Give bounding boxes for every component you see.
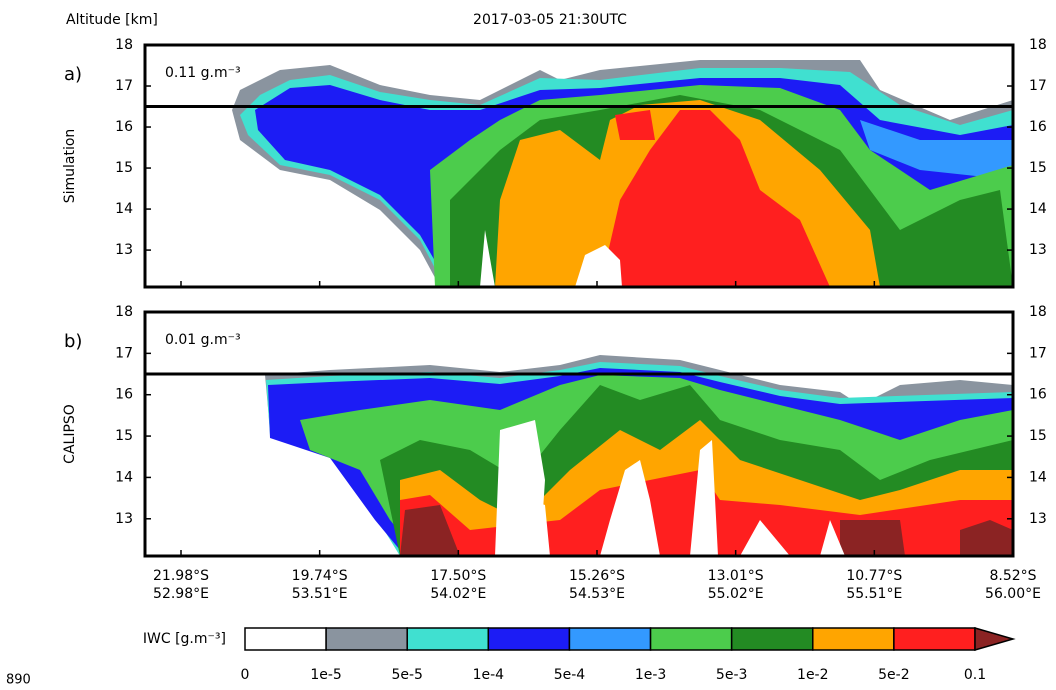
colorbar-swatch [568, 627, 652, 651]
y-tick-label-right: 14 [1029, 201, 1047, 217]
x-tick-label: 56.00°E [985, 586, 1041, 602]
colorbar-swatch [406, 627, 490, 651]
panel-name: Simulation [62, 129, 78, 204]
colorbar-extension [974, 627, 1016, 651]
x-tick-label: 21.98°S [153, 568, 209, 584]
x-tick-label: 55.51°E [846, 586, 902, 602]
colorbar-tick-label: 1e-2 [797, 667, 828, 683]
panel-annotation: 0.01 g.m⁻³ [165, 332, 241, 348]
y-tick-label-right: 18 [1029, 304, 1047, 320]
x-tick-label: 55.02°E [708, 586, 764, 602]
y-tick-label-right: 17 [1029, 78, 1047, 94]
x-tick-label: 13.01°S [708, 568, 764, 584]
colorbar-swatch [325, 627, 408, 651]
x-tick-label: 19.74°S [292, 568, 348, 584]
y-tick-label: 18 [115, 304, 133, 320]
y-tick-label: 14 [115, 469, 133, 485]
simulation-field [232, 60, 1013, 287]
y-tick-label-right: 16 [1029, 387, 1047, 403]
calipso-field [265, 355, 1013, 556]
page-number: 890 [6, 673, 31, 687]
panel-name: CALIPSO [62, 404, 78, 464]
colorbar-tick-label: 1e-3 [635, 667, 666, 683]
y-tick-label-right: 15 [1029, 160, 1047, 176]
x-tick-label: 10.77°S [846, 568, 902, 584]
x-tick-label: 17.50°S [430, 568, 486, 584]
colorbar-swatch [893, 627, 976, 651]
y-tick-label: 13 [115, 242, 133, 258]
y-tick-label: 18 [115, 37, 133, 53]
y-tick-label-right: 18 [1029, 37, 1047, 53]
colorbar-tick-label: 0 [241, 667, 250, 683]
y-tick-label: 16 [115, 387, 133, 403]
y-tick-label-right: 13 [1029, 511, 1047, 527]
y-tick-label: 15 [115, 160, 133, 176]
colorbar-tick-label: 0.1 [964, 667, 986, 683]
panel-tag: a) [64, 64, 82, 85]
colorbar-swatch [730, 627, 814, 651]
x-tick-label: 53.51°E [292, 586, 348, 602]
colorbar-tick-label: 5e-3 [716, 667, 747, 683]
y-tick-label: 16 [115, 119, 133, 135]
y-tick-label: 13 [115, 511, 133, 527]
x-tick-label: 54.53°E [569, 586, 625, 602]
colorbar-swatch [649, 627, 733, 651]
colorbar-label: IWC [g.m⁻³] [143, 631, 226, 647]
y-tick-label-right: 15 [1029, 428, 1047, 444]
x-tick-label: 52.98°E [153, 586, 209, 602]
y-tick-label-right: 14 [1029, 469, 1047, 485]
y-tick-label-right: 13 [1029, 242, 1047, 258]
panel-b-frame [143, 310, 1015, 558]
colorbar-tick-label: 5e-2 [878, 667, 909, 683]
x-tick-label: 54.02°E [430, 586, 486, 602]
panel-a-frame [143, 43, 1015, 289]
colorbar-tick-label: 1e-4 [473, 667, 505, 683]
colorbar-tick-label: 5e-4 [554, 667, 586, 683]
colorbar-swatch [244, 627, 327, 651]
y-axis-label: Altitude [km] [66, 12, 158, 28]
y-tick-label-right: 16 [1029, 119, 1047, 135]
y-tick-label: 17 [115, 345, 133, 361]
colorbar-swatch [812, 627, 895, 651]
x-tick-label: 15.26°S [569, 568, 625, 584]
title: 2017-03-05 21:30UTC [473, 12, 627, 28]
panel-tag: b) [64, 331, 82, 352]
colorbar-tick-label: 1e-5 [310, 667, 341, 683]
panel-annotation: 0.11 g.m⁻³ [165, 65, 241, 81]
y-tick-label: 15 [115, 428, 133, 444]
y-tick-label: 14 [115, 201, 133, 217]
y-tick-label-right: 17 [1029, 345, 1047, 361]
colorbar-tick-label: 5e-5 [391, 667, 422, 683]
colorbar-swatch [487, 627, 571, 651]
x-tick-label: 8.52°S [989, 568, 1036, 584]
y-tick-label: 17 [115, 78, 133, 94]
